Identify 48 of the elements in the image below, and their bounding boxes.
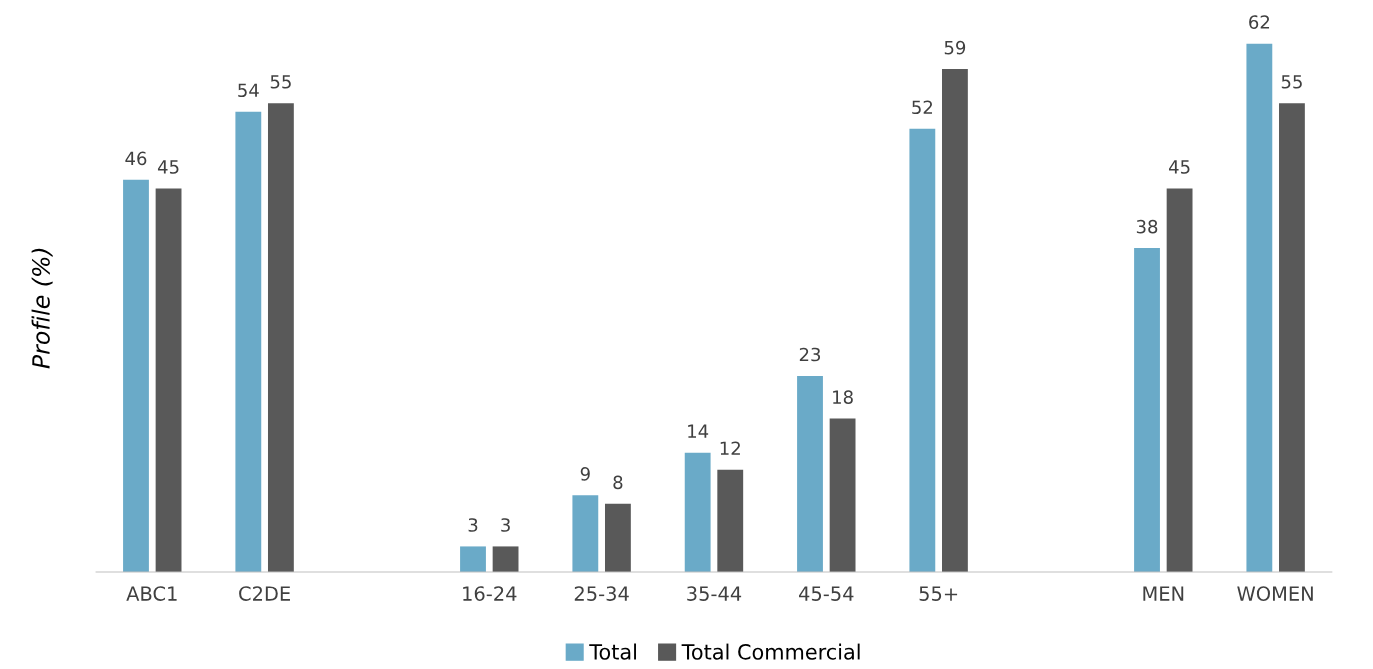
data-label: 12 <box>720 441 740 455</box>
x-tick-label: 45-54 <box>799 586 854 601</box>
bar <box>829 418 856 572</box>
x-tick-label: 55+ <box>919 586 958 601</box>
data-label: 18 <box>833 390 853 404</box>
y-axis-title: Profile (%) <box>31 248 53 369</box>
data-label: 55 <box>270 75 291 89</box>
bar <box>909 128 936 572</box>
x-tick-label: ABC1 <box>126 586 177 601</box>
data-label: 45 <box>1168 160 1190 174</box>
bar <box>1279 103 1305 572</box>
bar <box>155 188 182 572</box>
data-label: 3 <box>468 518 478 532</box>
x-tick-label: MEN <box>1143 586 1184 601</box>
bar <box>1134 248 1160 572</box>
legend-label: Total Commercial <box>681 643 860 660</box>
bar <box>235 111 262 572</box>
bar <box>1166 188 1193 572</box>
bar <box>684 452 711 572</box>
data-label: 59 <box>944 40 966 55</box>
bar <box>267 103 294 572</box>
data-label: 9 <box>580 467 590 481</box>
data-label: 52 <box>912 100 933 115</box>
data-label: 23 <box>799 347 821 362</box>
bar <box>492 546 519 572</box>
data-label: 38 <box>1136 219 1158 234</box>
bar <box>1246 43 1273 572</box>
data-label: 55 <box>1281 75 1302 89</box>
bar <box>123 179 149 572</box>
bar <box>717 469 744 572</box>
data-label: 45 <box>157 160 179 174</box>
x-tick-label: 16-24 <box>463 586 517 601</box>
x-tick-label: 35-44 <box>687 586 742 601</box>
data-label: 8 <box>613 475 623 490</box>
bar <box>604 503 631 572</box>
bar <box>797 375 823 572</box>
bar <box>572 495 599 572</box>
x-tick-label: 25-34 <box>574 586 629 601</box>
x-tick-label: WOMEN <box>1237 586 1313 601</box>
legend-label: Total <box>589 643 636 660</box>
bar <box>460 546 486 572</box>
data-label: 62 <box>1249 15 1270 29</box>
data-label: 14 <box>688 424 709 438</box>
data-label: 54 <box>238 83 259 98</box>
bar <box>942 69 968 572</box>
x-tick-label: C2DE <box>239 586 290 601</box>
data-label: 3 <box>501 518 510 532</box>
data-label: 46 <box>125 151 147 166</box>
